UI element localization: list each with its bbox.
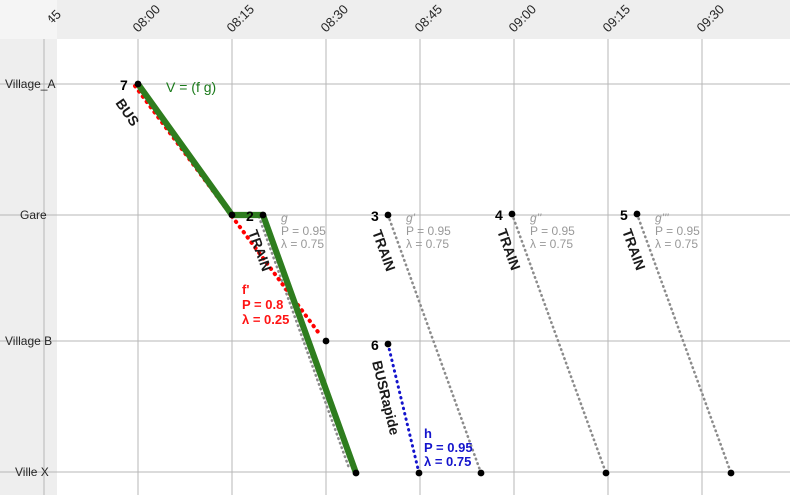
svg-text:P = 0.95: P = 0.95: [655, 224, 700, 238]
svg-text:3: 3: [371, 208, 379, 224]
svg-text:6: 6: [371, 337, 379, 353]
svg-text:f': f': [242, 282, 249, 297]
svg-text:h: h: [424, 426, 432, 441]
svg-text:P = 0.95: P = 0.95: [530, 224, 575, 238]
svg-text:P = 0.95: P = 0.95: [281, 224, 326, 238]
svg-text:Gare: Gare: [20, 208, 47, 222]
svg-text:P = 0.95: P = 0.95: [424, 440, 473, 455]
svg-text:λ = 0.75: λ = 0.75: [655, 237, 698, 251]
svg-text:g'': g'': [530, 211, 542, 225]
svg-text:g''': g''': [655, 211, 669, 225]
svg-text:2: 2: [246, 208, 254, 224]
svg-text:Ville X: Ville X: [15, 465, 49, 479]
svg-text:λ = 0.75: λ = 0.75: [406, 237, 449, 251]
svg-text:g': g': [406, 211, 416, 225]
svg-text:λ = 0.25: λ = 0.25: [242, 312, 289, 327]
svg-text:P = 0.8: P = 0.8: [242, 297, 283, 312]
svg-text:V = (f g): V = (f g): [166, 79, 216, 95]
svg-text:Village B: Village B: [5, 334, 52, 348]
svg-text:7: 7: [120, 77, 128, 93]
svg-text:4: 4: [495, 207, 503, 223]
svg-text:g: g: [281, 211, 288, 225]
svg-text:P = 0.95: P = 0.95: [406, 224, 451, 238]
svg-text:λ = 0.75: λ = 0.75: [530, 237, 573, 251]
svg-text:λ = 0.75: λ = 0.75: [424, 454, 471, 469]
svg-text:λ = 0.75: λ = 0.75: [281, 237, 324, 251]
svg-text:Village_A: Village_A: [5, 77, 55, 91]
svg-text:5: 5: [620, 207, 628, 223]
